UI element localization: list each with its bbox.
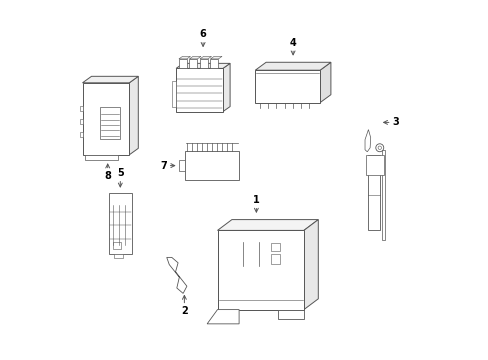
Bar <box>189 59 197 68</box>
Bar <box>80 106 82 111</box>
Polygon shape <box>210 57 222 59</box>
Bar <box>217 230 303 310</box>
Text: 3: 3 <box>383 117 398 127</box>
Text: 7: 7 <box>160 161 174 171</box>
Bar <box>80 132 82 137</box>
Bar <box>82 83 129 155</box>
Bar <box>113 242 121 249</box>
Polygon shape <box>189 57 201 59</box>
Bar <box>270 243 279 251</box>
Text: 8: 8 <box>104 164 111 181</box>
Circle shape <box>375 144 383 152</box>
Bar <box>114 254 122 258</box>
Polygon shape <box>255 62 330 70</box>
Polygon shape <box>223 63 230 112</box>
Polygon shape <box>320 62 330 103</box>
Text: 1: 1 <box>252 195 259 212</box>
Text: 6: 6 <box>199 30 206 46</box>
Polygon shape <box>217 220 318 230</box>
Text: 5: 5 <box>117 168 123 187</box>
Bar <box>171 81 176 107</box>
Polygon shape <box>176 63 230 68</box>
Text: 2: 2 <box>181 296 187 316</box>
Polygon shape <box>303 220 318 310</box>
Bar <box>179 59 186 68</box>
Bar <box>381 150 384 240</box>
Polygon shape <box>82 76 138 83</box>
Bar <box>178 160 185 171</box>
Text: 4: 4 <box>289 38 296 55</box>
Polygon shape <box>277 310 303 319</box>
Bar <box>366 155 384 175</box>
Bar <box>80 119 82 124</box>
Bar <box>200 59 207 68</box>
Bar <box>185 151 239 180</box>
Circle shape <box>377 146 381 149</box>
Bar <box>100 107 120 139</box>
Bar <box>367 155 379 230</box>
Polygon shape <box>179 57 190 59</box>
Bar <box>84 155 117 160</box>
Polygon shape <box>207 310 239 324</box>
Bar <box>176 68 223 112</box>
Polygon shape <box>129 76 138 155</box>
Bar <box>217 230 303 310</box>
Polygon shape <box>364 130 370 152</box>
Bar <box>210 59 218 68</box>
Polygon shape <box>166 257 186 293</box>
Polygon shape <box>200 57 211 59</box>
Bar <box>270 254 279 264</box>
Bar <box>255 70 320 103</box>
Bar <box>108 193 132 254</box>
